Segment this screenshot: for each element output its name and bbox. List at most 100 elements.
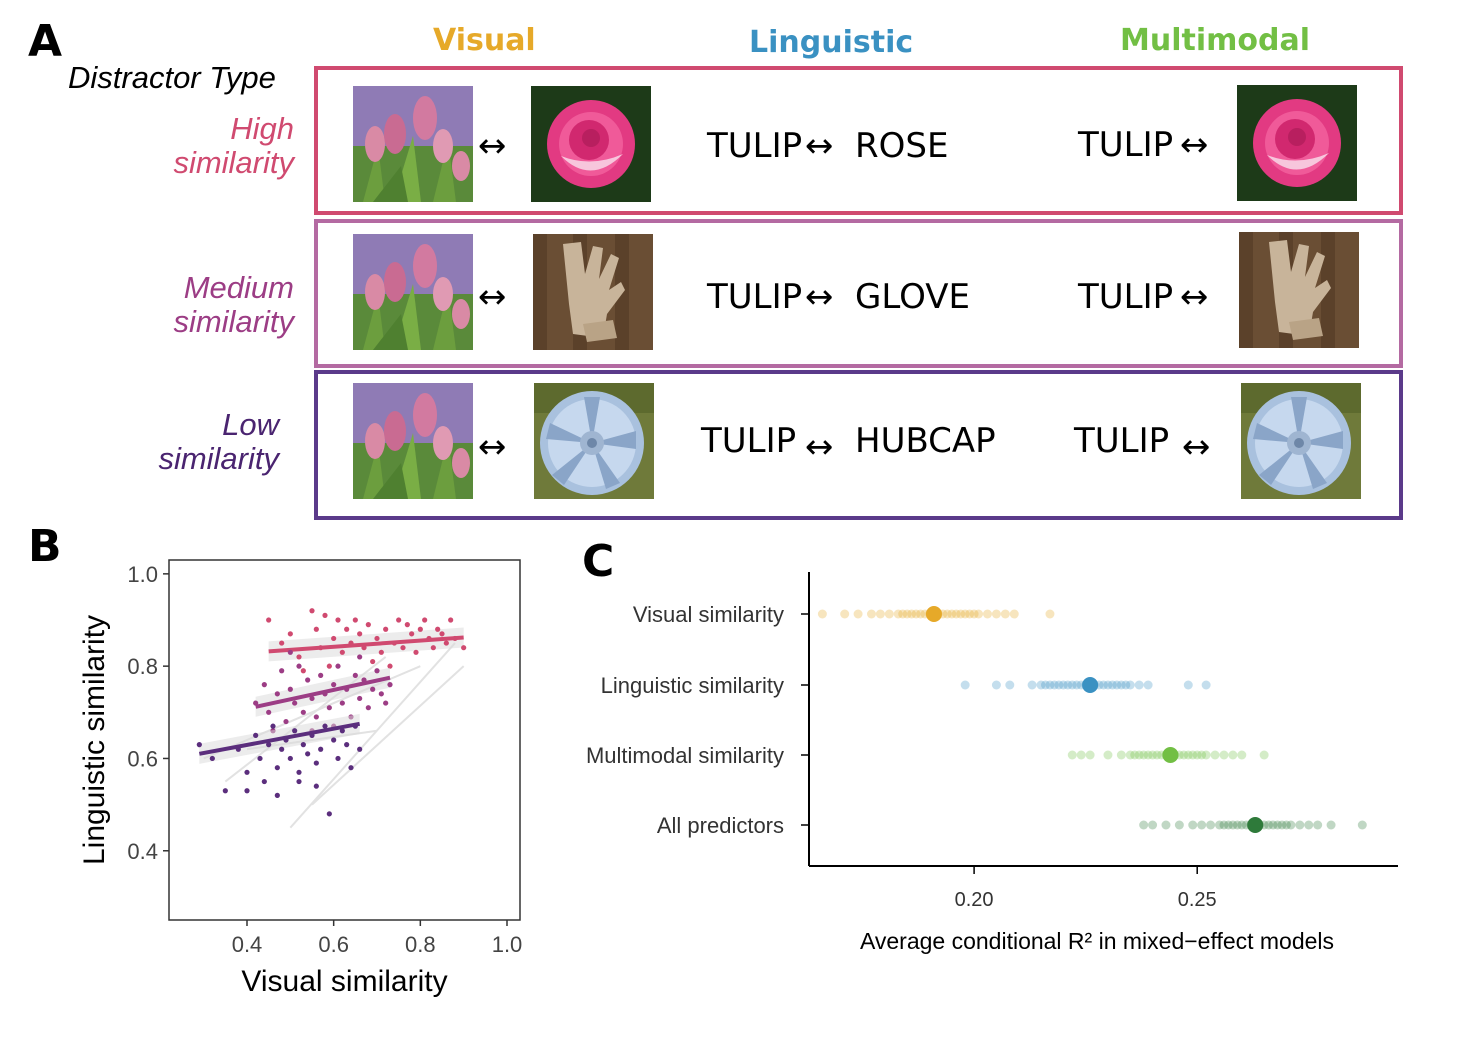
data-point: [339, 728, 345, 734]
linguistic-target-word: TULIP: [707, 126, 803, 166]
background-fit-line: [289, 642, 456, 829]
data-point: [292, 728, 298, 734]
data-point: [296, 778, 302, 785]
data-point: [378, 691, 384, 697]
data-point: [313, 626, 319, 632]
data-point: [378, 649, 384, 655]
row-label-low-line2: similarity: [158, 441, 279, 476]
row-label-high: High similarity: [173, 112, 294, 180]
data-point: [409, 631, 415, 637]
data-point: [283, 718, 289, 725]
data-point: [261, 682, 267, 688]
data-point: [318, 746, 324, 752]
data-point: [253, 732, 259, 738]
data-point: [287, 649, 293, 655]
data-point: [352, 672, 358, 678]
data-point: [387, 682, 393, 688]
data-point: [222, 788, 228, 794]
data-point: [404, 622, 410, 628]
data-point: [209, 755, 215, 762]
x-axis-label: Visual similarity: [241, 965, 447, 998]
data-point: [339, 649, 345, 655]
data-point: [322, 723, 328, 729]
arrow-icon: ↔: [805, 427, 834, 467]
data-point: [279, 668, 285, 674]
y-tick-label: 0.8: [127, 654, 158, 679]
linguistic-distractor-word: HUBCAP: [855, 421, 996, 461]
data-point: [370, 658, 376, 665]
data-point: [387, 663, 393, 669]
data-point: [352, 617, 358, 623]
data-point: [309, 608, 315, 614]
data-point: [287, 755, 293, 762]
arrow-icon: ↔: [478, 427, 507, 467]
data-point: [274, 691, 280, 697]
row-label-high-line2: similarity: [173, 145, 294, 180]
distractor-type-label: Distractor Type: [68, 60, 276, 95]
y-tick-label: 0.6: [127, 746, 158, 771]
panel-a-letter: A: [28, 16, 63, 67]
data-point: [348, 765, 354, 771]
arrow-icon: ↔: [1182, 427, 1211, 467]
data-point: [196, 742, 202, 748]
row-label-high-line1: High: [230, 111, 294, 146]
fit-line: [255, 675, 391, 709]
row-label-low: Low similarity: [158, 408, 279, 476]
data-point: [309, 695, 315, 702]
data-point: [461, 645, 467, 651]
row-label-medium-line1: Medium: [183, 270, 294, 305]
data-point: [357, 631, 363, 637]
arrow-icon: ↔: [478, 126, 507, 166]
data-point: [374, 668, 380, 674]
x-tick-label: 1.0: [492, 932, 523, 957]
data-point: [430, 645, 436, 651]
data-point: [296, 769, 302, 775]
plot-frame: [168, 559, 521, 921]
data-point: [326, 705, 332, 711]
data-point: [357, 695, 363, 702]
data-point: [253, 700, 259, 706]
data-point: [357, 654, 363, 660]
x-tick-label: 0.6: [318, 932, 349, 957]
row-label-low-line1: Low: [222, 407, 279, 442]
row-box-medium: [314, 219, 1403, 368]
data-point: [335, 617, 341, 623]
data-point: [313, 760, 319, 766]
y-tick-label: 0.4: [127, 839, 158, 864]
fit-line: [268, 635, 464, 654]
linguistic-target-word: TULIP: [707, 277, 803, 317]
data-point: [413, 649, 419, 655]
data-point: [305, 751, 311, 757]
row-label-medium-line2: similarity: [173, 304, 294, 339]
x-tick-label: 0.8: [405, 932, 436, 957]
data-point: [422, 617, 428, 623]
data-point: [357, 746, 363, 752]
data-point: [305, 677, 311, 683]
data-point: [335, 663, 341, 669]
data-point: [370, 686, 376, 692]
multimodal-target-word: TULIP: [1078, 125, 1174, 165]
row-label-medium: Medium similarity: [173, 271, 294, 339]
arrow-icon: ↔: [805, 126, 834, 166]
linguistic-target-word: TULIP: [701, 421, 797, 461]
column-header-linguistic: Linguistic: [749, 25, 914, 60]
data-point: [287, 686, 293, 692]
row-box-low: [314, 370, 1403, 520]
data-point: [339, 700, 345, 706]
data-point: [313, 714, 319, 720]
data-point: [374, 635, 380, 642]
data-point: [331, 635, 337, 642]
data-point: [318, 672, 324, 678]
data-point: [322, 612, 328, 618]
data-point: [335, 755, 341, 762]
linguistic-distractor-word: ROSE: [855, 126, 949, 166]
data-point: [274, 792, 280, 798]
row-box-high: [314, 66, 1403, 215]
arrow-icon: ↔: [1180, 277, 1209, 317]
y-axis-label: Linguistic similarity: [78, 615, 111, 865]
data-point: [266, 617, 272, 623]
data-point: [331, 737, 337, 743]
arrow-icon: ↔: [805, 277, 834, 317]
data-point: [300, 742, 306, 748]
